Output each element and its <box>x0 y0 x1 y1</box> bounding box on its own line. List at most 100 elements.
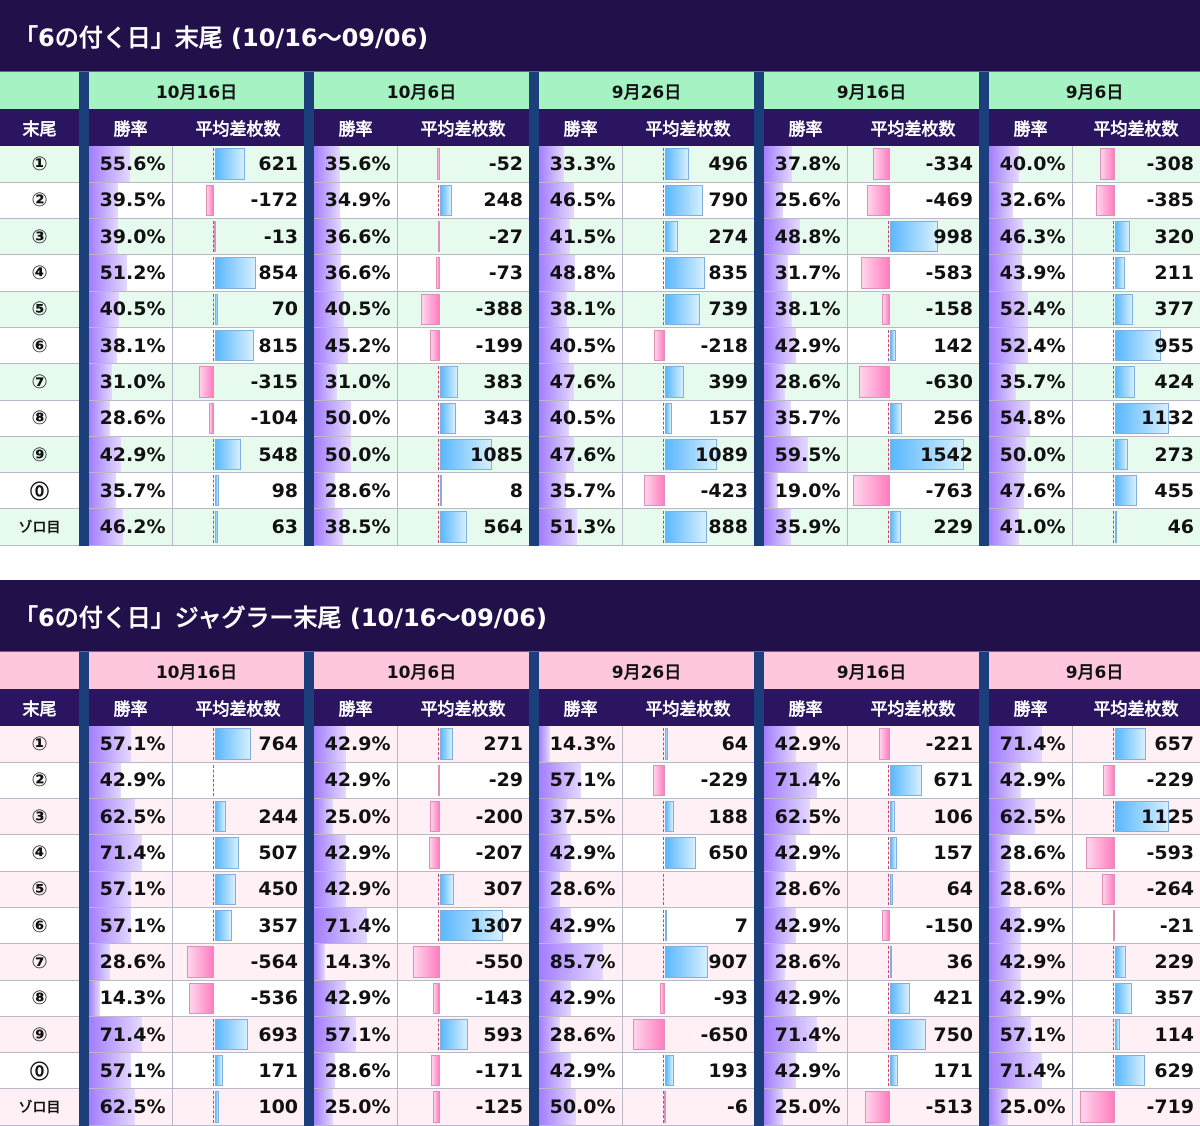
zero-axis <box>887 946 889 978</box>
win-rate-cell: 62.5% <box>758 798 848 836</box>
avg-diff-cell: 36 <box>847 943 990 981</box>
win-rate-value: 42.9% <box>324 878 391 901</box>
ending-label: ③ <box>0 218 89 256</box>
date-header: 9月6日 <box>984 72 1200 109</box>
avg-diff-bar <box>214 909 232 942</box>
avg-diff-bar <box>889 511 901 543</box>
avg-diff-cell: -93 <box>622 980 765 1017</box>
win-rate-cell: 42.9% <box>758 834 848 872</box>
win-rate-value: 48.8% <box>549 262 616 285</box>
zero-axis <box>662 402 664 434</box>
zero-axis <box>662 946 664 978</box>
avg-diff-value: 424 <box>1154 370 1195 393</box>
avg-diff-bar <box>439 366 459 398</box>
avg-diff-bar <box>873 148 890 180</box>
win-rate-bar <box>89 980 100 1016</box>
win-rate-bar <box>314 871 346 907</box>
win-rate-bar <box>314 944 325 980</box>
win-rate-value: 54.8% <box>999 407 1066 430</box>
avg-diff-value: -423 <box>700 479 749 502</box>
zero-axis <box>662 1091 664 1123</box>
win-rate-cell: 47.6% <box>533 436 623 474</box>
ending-label: ⑥ <box>0 327 89 365</box>
avg-diff-bar <box>1114 329 1161 362</box>
avg-diff-value: 98 <box>271 479 299 502</box>
table-row: ゾロ目 46.2% 63 38.5% 564 51.3% 888 35.9% 229 41.0% 4… <box>0 508 1200 546</box>
zero-axis <box>1112 1055 1114 1087</box>
ending-label: ⑨ <box>0 436 89 474</box>
win-rate-cell: 35.7% <box>83 472 173 510</box>
avg-diff-bar <box>439 438 493 471</box>
win-rate-cell: 42.9% <box>758 1052 848 1090</box>
win-rate-value: 35.9% <box>774 516 841 539</box>
avg-diff-value: 790 <box>708 189 749 212</box>
win-rate-bar <box>89 436 121 472</box>
table-row: ④ 71.4% 507 42.9% -207 42.9% 650 42.9% 157 28.6% -… <box>0 834 1200 872</box>
win-rate-cell: 42.9% <box>758 726 848 763</box>
win-rate-cell: 71.4% <box>83 834 173 872</box>
avg-diff-cell: -763 <box>847 472 990 510</box>
win-rate-cell: 57.1% <box>83 871 173 908</box>
win-rate-header: 勝率 <box>534 689 623 726</box>
win-rate-value: 41.5% <box>549 225 616 248</box>
avg-diff-bar <box>209 402 215 434</box>
avg-diff-value: 36 <box>946 950 974 973</box>
avg-diff-bar <box>1114 402 1170 434</box>
avg-diff-value: -583 <box>925 262 974 285</box>
avg-diff-value: -125 <box>475 1096 524 1119</box>
win-rate-cell: 71.4% <box>83 1016 173 1054</box>
avg-diff-bar <box>188 982 215 1014</box>
win-rate-bar <box>764 871 786 907</box>
zero-axis <box>212 873 214 905</box>
win-rate-value: 28.6% <box>549 878 616 901</box>
win-rate-cell: 57.1% <box>83 907 173 945</box>
win-rate-cell: 14.3% <box>83 980 173 1017</box>
win-rate-bar <box>539 327 570 363</box>
avg-diff-bar <box>881 293 890 325</box>
zero-axis <box>662 148 664 180</box>
win-rate-value: 62.5% <box>99 805 166 828</box>
avg-diff-bar <box>214 511 218 543</box>
avg-diff-bar <box>199 366 215 398</box>
win-rate-bar <box>89 762 121 798</box>
avg-diff-bar <box>439 909 503 942</box>
win-rate-cell: 62.5% <box>983 798 1073 836</box>
avg-diff-bar <box>664 257 705 289</box>
zero-axis <box>212 1018 214 1051</box>
section-all-endings: 「6の付く日」末尾 (10/16〜09/06) 10月16日 10月6日 9月26日 9… <box>0 0 1200 546</box>
win-rate-cell: 39.5% <box>83 182 173 220</box>
win-rate-cell: 31.0% <box>308 363 398 401</box>
win-rate-cell: 40.5% <box>533 327 623 365</box>
win-rate-value: 52.4% <box>999 334 1066 357</box>
win-rate-bar <box>989 944 1021 980</box>
avg-diff-value: 1132 <box>1141 407 1195 430</box>
win-rate-cell: 50.0% <box>308 400 398 437</box>
win-rate-bar <box>89 1053 132 1088</box>
avg-diff-bar <box>1114 511 1117 543</box>
table-row: ③ 39.0% -13 36.6% -27 41.5% 274 48.8% 998 46.3% 32… <box>0 218 1200 256</box>
avg-diff-bar <box>653 329 665 362</box>
zero-axis <box>887 982 889 1014</box>
avg-diff-value: 739 <box>708 298 749 321</box>
avg-diff-value: 142 <box>933 334 974 357</box>
avg-diff-cell: 157 <box>622 400 765 437</box>
avg-diff-bar <box>214 293 218 325</box>
avg-diff-cell: 593 <box>397 1016 540 1054</box>
avg-diff-value: 229 <box>933 516 974 539</box>
avg-diff-value: 377 <box>1154 298 1195 321</box>
win-rate-bar <box>89 726 132 762</box>
win-rate-bar <box>539 980 571 1016</box>
win-rate-cell: 40.5% <box>83 291 173 328</box>
win-rate-bar <box>989 835 1011 871</box>
win-rate-bar <box>989 219 1024 254</box>
date-header: 9月26日 <box>534 652 765 689</box>
win-rate-bar <box>539 364 575 400</box>
avg-diff-bar <box>889 1018 926 1051</box>
zero-axis <box>212 1055 214 1087</box>
zero-axis <box>887 873 889 905</box>
avg-diff-bar <box>889 873 893 905</box>
win-rate-cell: 36.6% <box>308 254 398 292</box>
avg-diff-value: -513 <box>925 1096 974 1119</box>
avg-diff-bar <box>1095 184 1115 217</box>
avg-diff-cell: -143 <box>397 980 540 1017</box>
